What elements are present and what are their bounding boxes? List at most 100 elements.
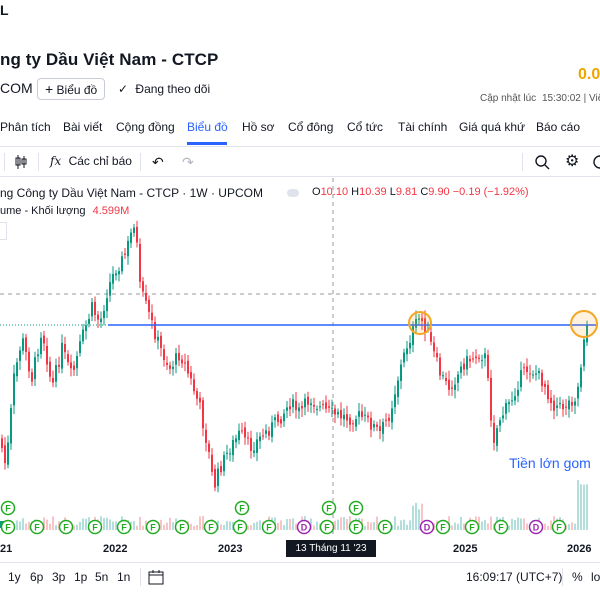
close-label: C (420, 186, 429, 198)
financial-event-marker (116, 519, 132, 535)
candle-body (460, 366, 462, 373)
tab-chart[interactable]: Biểu đồ (187, 120, 228, 134)
price-chart[interactable]: F F F F F F F F F F F F F F F F FF F F FD D D (0, 178, 600, 538)
timeframe-5n[interactable]: 5n (95, 570, 109, 584)
ohlc-readout: O10.10 H10.39 L9.81 C9.90 −0.19 (−1.92%) (312, 186, 529, 198)
following-button[interactable]: ✓ Đang theo dõi (118, 80, 210, 98)
volume-bar (520, 518, 522, 530)
financial-event-marker (321, 500, 337, 516)
volume-bar (376, 516, 378, 530)
timeframe-6p[interactable]: 6p (30, 570, 44, 584)
volume-bar (586, 484, 588, 530)
volume-bar (25, 523, 27, 530)
volume-bar (511, 518, 513, 530)
volume-bar (400, 520, 402, 530)
financial-event-marker (551, 519, 567, 535)
toolbar-divider (562, 568, 563, 586)
fx-icon: fx (50, 154, 62, 168)
volume-bar (277, 523, 279, 530)
tab-analysis[interactable]: Phân tích (0, 120, 51, 134)
candle-body (565, 406, 567, 408)
volume-bar (463, 523, 465, 530)
candle-body (262, 435, 264, 437)
candle-body (523, 367, 525, 369)
indicators-button[interactable]: fx Các chỉ báo (50, 154, 132, 168)
candle-body (301, 405, 303, 409)
tab-financials[interactable]: Tài chính (398, 120, 448, 134)
volume-bar (373, 522, 375, 530)
tab-community[interactable]: Cộng đồng (116, 120, 175, 134)
candle-body (160, 335, 162, 348)
collapse-icon[interactable] (287, 189, 299, 197)
volume-bar (343, 516, 345, 530)
financial-event-marker-text: F (5, 523, 11, 533)
candle-body (106, 298, 108, 312)
volume-bar (28, 521, 30, 530)
candle-body (442, 375, 444, 377)
timeframe-1n[interactable]: 1n (117, 570, 131, 584)
candle-body (34, 357, 36, 379)
volume-bar (229, 521, 231, 530)
financial-event-marker-text: F (353, 523, 359, 533)
candle-body (556, 405, 558, 408)
financial-event-marker-text: F (63, 523, 69, 533)
candle-body (418, 318, 420, 320)
candle-body (307, 396, 309, 405)
volume-bar (112, 521, 114, 530)
log-scale-toggle[interactable]: lo (591, 570, 600, 584)
undo-icon[interactable]: ↶ (152, 154, 164, 170)
volume-bar (346, 518, 348, 530)
gear-icon[interactable]: ⚙ (565, 153, 580, 170)
candle-body (268, 431, 270, 436)
financial-event-marker-text: F (208, 523, 214, 533)
candle-body (274, 417, 276, 421)
redo-icon[interactable]: ↷ (182, 154, 194, 170)
x-tick-label: 2022 (103, 543, 128, 555)
candle-body (265, 430, 267, 434)
candle-body (196, 390, 198, 399)
volume-bar (163, 524, 165, 530)
candle-body (181, 359, 183, 364)
candle-body (202, 400, 204, 429)
timeframe-1p[interactable]: 1p (74, 570, 88, 584)
magnifier-icon[interactable] (534, 154, 550, 173)
candle-body (532, 374, 534, 376)
candle-body (484, 353, 486, 359)
tab-historical-prices[interactable]: Giá quá khứ (459, 120, 526, 134)
candle-body (76, 355, 78, 369)
volume-bar (247, 525, 249, 530)
candle-body (109, 282, 111, 296)
tab-articles[interactable]: Bài viết (63, 120, 103, 134)
candle-body (100, 318, 102, 323)
candle-body (124, 253, 126, 255)
tab-profile[interactable]: Hồ sơ (242, 120, 275, 134)
timeframe-3p[interactable]: 3p (52, 570, 66, 584)
candle-body (148, 299, 150, 312)
candle-body (355, 419, 357, 427)
candle-body (364, 414, 366, 416)
candle-body (577, 386, 579, 399)
volume-value: 4.599M (92, 205, 130, 217)
date-range-calendar-icon[interactable] (148, 570, 164, 588)
volume-bar (136, 525, 138, 530)
candle-body (88, 318, 90, 324)
timeframe-1y[interactable]: 1y (8, 570, 21, 584)
percent-scale-toggle[interactable]: % (572, 570, 583, 584)
candle-body (256, 439, 258, 453)
candle-body (277, 414, 279, 423)
financial-event-marker-text: F (5, 504, 11, 514)
tab-reports[interactable]: Báo cáo (536, 120, 581, 134)
add-chart-button[interactable]: + Biểu đồ (37, 78, 106, 100)
financial-event-marker (261, 519, 277, 535)
candle-body (271, 422, 273, 438)
candle-body (16, 362, 18, 377)
candle-body (79, 341, 81, 353)
tab-shareholders[interactable]: Cổ đông (288, 120, 334, 134)
clock-readout[interactable]: 16:09:17 (UTC+7) (466, 570, 563, 584)
candlestick-icon[interactable] (14, 154, 28, 173)
fullscreen-icon[interactable] (592, 154, 600, 173)
candle-body (238, 430, 240, 441)
volume-bar (454, 522, 456, 530)
legend-toggle[interactable] (0, 222, 7, 240)
tab-dividends[interactable]: Cổ tức (347, 120, 384, 134)
